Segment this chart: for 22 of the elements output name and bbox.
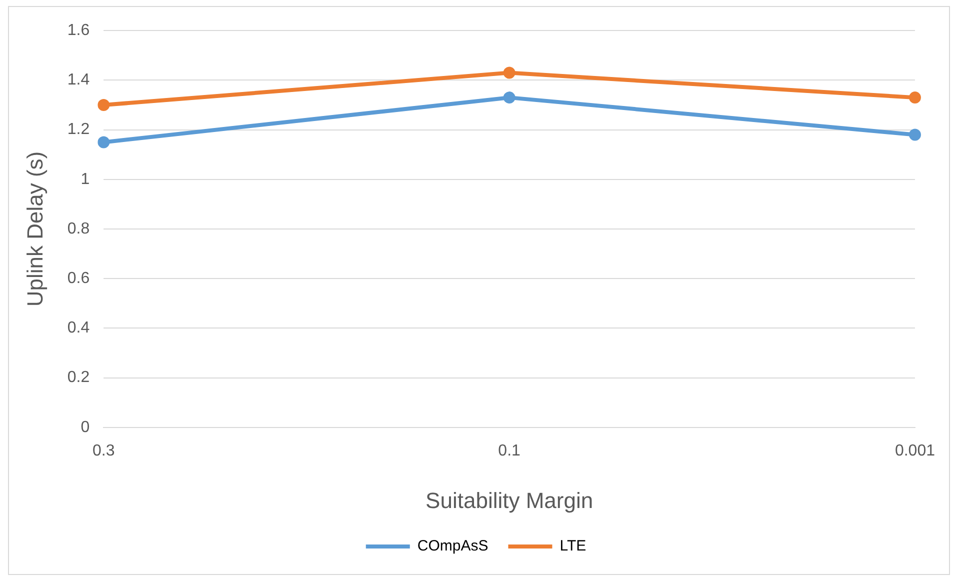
point [503, 66, 516, 79]
y-tick-label: 1 [80, 170, 90, 188]
legend-label: COmpAsS [417, 538, 488, 555]
y-tick-label: 0.6 [67, 270, 90, 288]
y-tick-label: 1.6 [67, 22, 90, 40]
point [908, 128, 921, 141]
x-tick-label: 0.001 [894, 442, 936, 460]
x-tick-label: 0.3 [92, 442, 115, 460]
point [908, 92, 921, 104]
y-tick-label: 1.2 [67, 121, 90, 138]
point [98, 99, 110, 111]
x-tick-label: 0.1 [498, 442, 521, 460]
point [503, 92, 516, 104]
y-tick-label: 0 [80, 418, 90, 436]
legend-label: LTE [560, 538, 586, 555]
point [98, 136, 110, 148]
y-axis-title: Uplink Delay (s) [22, 151, 48, 307]
y-tick-label: 0.8 [67, 220, 90, 238]
x-axis-title: Suitability Margin [426, 488, 594, 513]
y-tick-label: 0.2 [67, 369, 90, 386]
y-tick-label: 1.4 [67, 72, 90, 89]
y-tick-label: 0.4 [67, 320, 90, 337]
